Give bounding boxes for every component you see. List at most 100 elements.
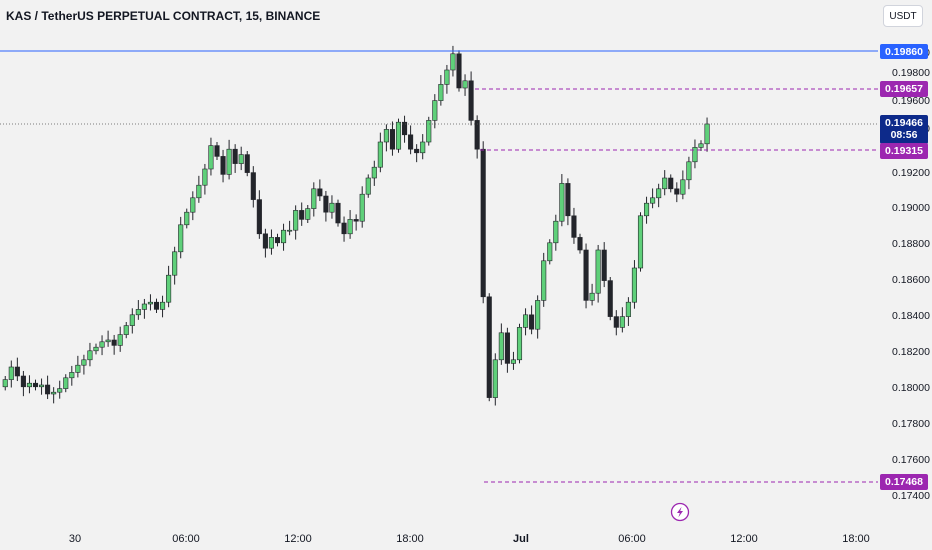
- candle: [474, 115, 480, 159]
- candle-body: [63, 377, 69, 389]
- candle: [268, 229, 275, 255]
- time-tick-label: 06:00: [172, 533, 200, 545]
- candle: [335, 199, 341, 227]
- candle-body: [178, 224, 184, 253]
- candle: [166, 265, 172, 308]
- price-tick-label: 0.18800: [892, 238, 930, 250]
- candle: [299, 202, 305, 226]
- candle: [32, 379, 39, 391]
- candle-body: [547, 242, 553, 262]
- candle: [504, 327, 510, 373]
- candle: [401, 115, 408, 143]
- candle: [147, 294, 153, 311]
- candle: [541, 252, 547, 307]
- candle: [583, 243, 589, 309]
- candle-body: [20, 375, 26, 388]
- candle: [111, 334, 117, 355]
- time-tick-label: 12:00: [730, 533, 758, 545]
- candle-body: [75, 364, 81, 373]
- candle: [468, 71, 474, 126]
- candle-body: [504, 332, 510, 364]
- candle-body: [280, 229, 287, 244]
- candle-body: [166, 274, 172, 303]
- candle: [438, 75, 444, 106]
- candle: [305, 205, 311, 223]
- candle-body: [426, 120, 432, 143]
- candle: [129, 308, 135, 334]
- candle: [123, 322, 129, 339]
- candle-body: [274, 237, 281, 244]
- candle: [190, 191, 196, 221]
- candle-body: [613, 316, 619, 328]
- candle-body: [377, 141, 383, 168]
- candle-body: [541, 260, 547, 301]
- candle-body: [87, 350, 93, 361]
- candle: [559, 174, 565, 227]
- candle-body: [450, 53, 456, 71]
- candle: [244, 151, 250, 177]
- candle: [153, 298, 160, 313]
- candle: [38, 378, 45, 395]
- candle-body: [99, 341, 105, 348]
- candle-body: [244, 154, 250, 173]
- candle: [571, 207, 577, 244]
- candle: [8, 360, 14, 388]
- candle: [420, 134, 426, 160]
- candle: [105, 330, 111, 347]
- candle: [57, 380, 63, 399]
- candle-body: [190, 197, 196, 213]
- candle-body: [220, 156, 226, 175]
- candle-body: [498, 332, 504, 361]
- candle-body: [117, 334, 123, 346]
- support-mid-price-label-bg: [880, 143, 928, 159]
- price-tick-label: 0.17400: [892, 490, 930, 502]
- candle-body: [329, 202, 335, 213]
- candle: [20, 370, 26, 397]
- candle: [14, 357, 20, 382]
- price-tick-label: 0.19800: [892, 67, 930, 79]
- candle: [565, 178, 571, 226]
- blue-line-price-label: 0.19860: [880, 44, 928, 59]
- candle-body: [347, 219, 353, 235]
- candle-body: [123, 325, 129, 335]
- candle: [226, 139, 232, 180]
- time-tick-label: 30: [69, 533, 81, 545]
- lightning-icon[interactable]: [670, 502, 690, 522]
- candle: [293, 205, 299, 240]
- candle-body: [81, 359, 87, 366]
- candle-body: [589, 292, 595, 301]
- candle-body: [559, 183, 565, 222]
- candle: [371, 160, 377, 186]
- candle-body: [462, 80, 468, 89]
- currency-button[interactable]: USDT: [883, 5, 923, 27]
- candle-body: [438, 84, 444, 101]
- candle: [529, 305, 535, 335]
- candle: [329, 195, 335, 219]
- candle-body: [662, 177, 668, 190]
- candle: [577, 233, 583, 254]
- candle-body: [516, 327, 523, 361]
- candle: [516, 323, 523, 364]
- candle: [184, 208, 190, 229]
- candle: [75, 355, 81, 378]
- candle-body: [631, 267, 638, 303]
- time-tick-label: 06:00: [618, 533, 646, 545]
- candle-body: [637, 215, 644, 269]
- candle-body: [365, 177, 371, 195]
- candle-body: [668, 177, 674, 190]
- candle-body: [625, 301, 631, 317]
- candle: [160, 295, 166, 318]
- candle-body: [492, 359, 498, 398]
- candle-body: [135, 309, 141, 316]
- candle-body: [643, 202, 650, 217]
- candle: [498, 323, 504, 365]
- candle: [389, 121, 396, 156]
- time-tick-label: 18:00: [842, 533, 870, 545]
- time-axis[interactable]: 30 06:00 12:00 18:00 Jul 06:00 12:00 18:00: [69, 533, 870, 545]
- price-tick-label: 0.18400: [892, 310, 930, 322]
- candle: [462, 74, 468, 96]
- candle: [595, 244, 601, 303]
- candle: [692, 139, 698, 169]
- candle: [311, 182, 317, 217]
